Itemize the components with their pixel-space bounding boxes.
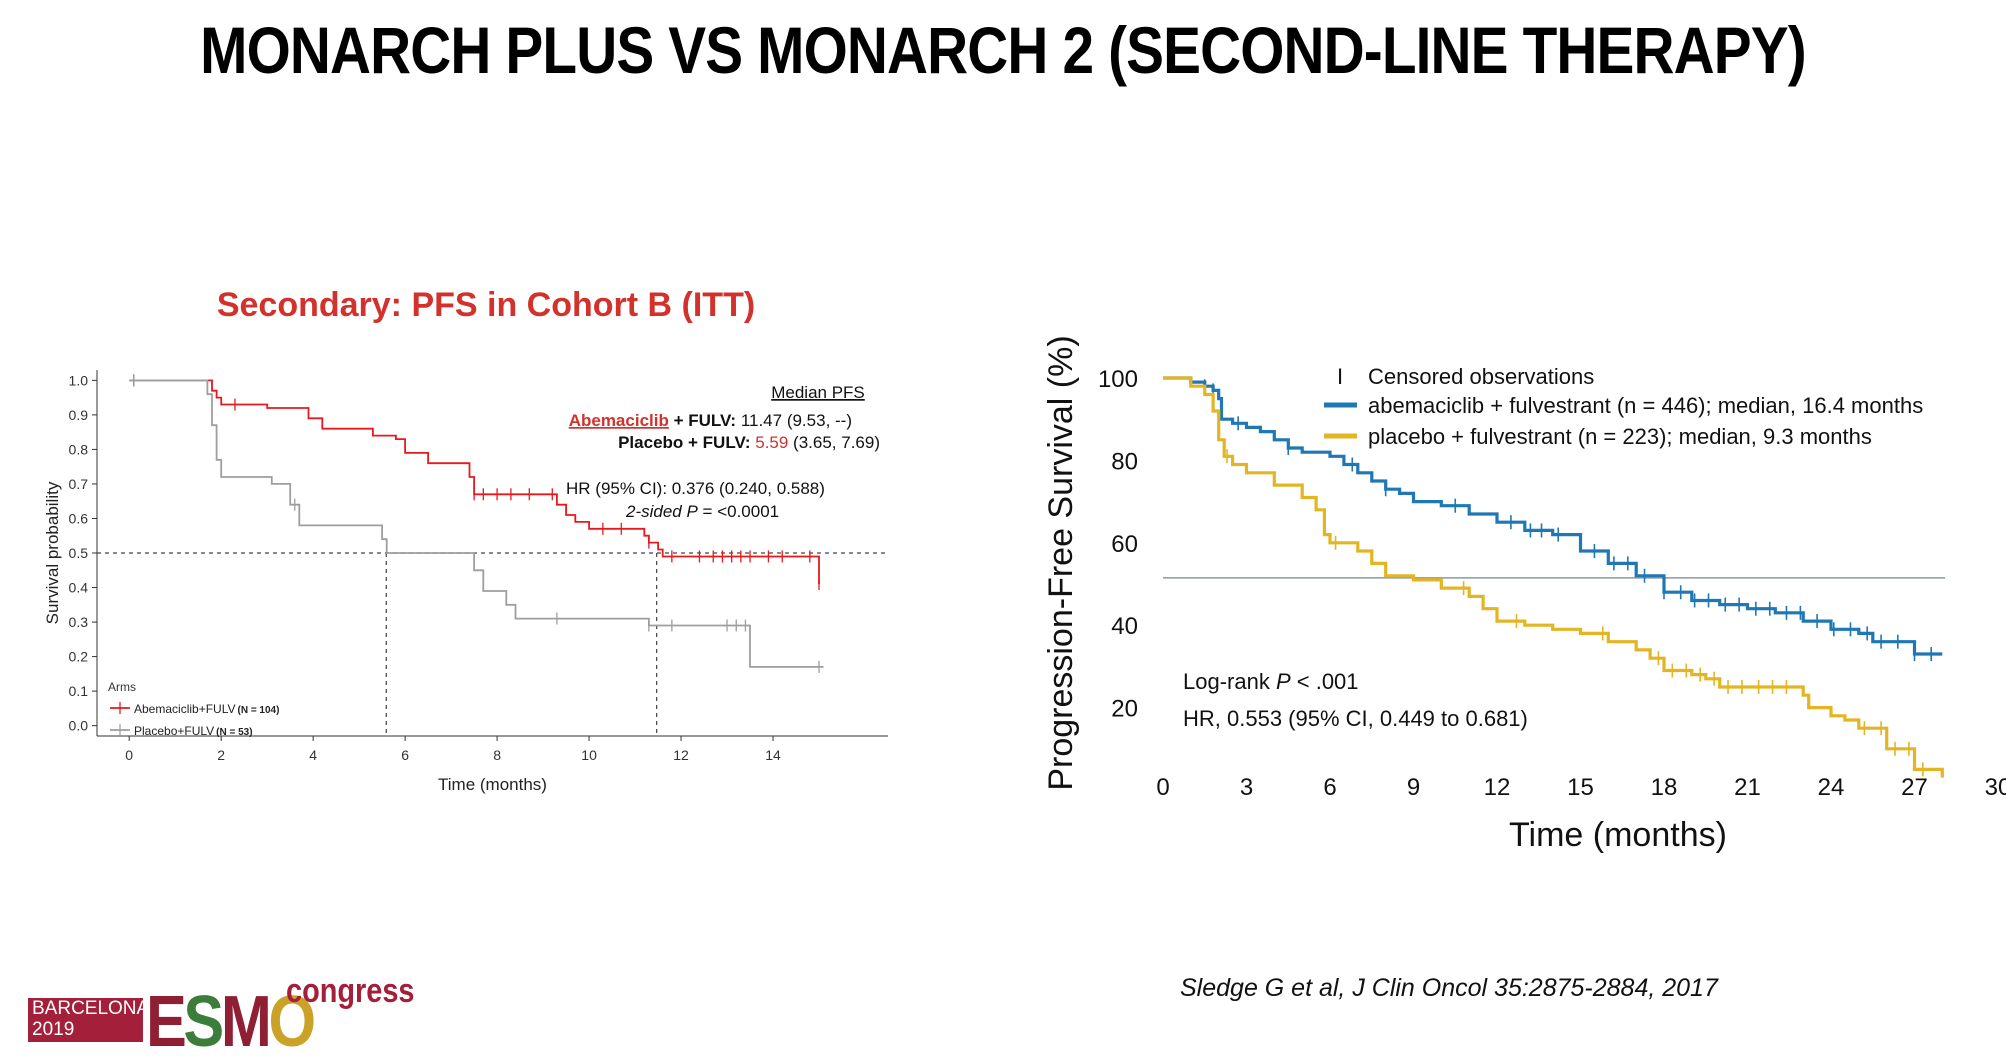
logrank-text: Log-rank P < .001 [1183, 669, 1359, 694]
logrank-value: < .001 [1291, 669, 1359, 694]
median-value: 11.47 (9.53, --) [741, 411, 852, 430]
hazard-ratio: HR, 0.553 (95% CI, 0.449 to 0.681) [1183, 706, 1528, 731]
legend-censor-label: Censored observations [1368, 364, 1594, 389]
logo-letter: O [268, 982, 316, 1062]
x-tick-label: 3 [1240, 774, 1253, 801]
y-tick-label: 0.7 [69, 476, 89, 492]
y-tick-label: 0.2 [69, 649, 89, 665]
drug-name: Abemaciclib [569, 411, 669, 430]
legend-label: abemaciclib + fulvestrant (n = 446); med… [1368, 393, 1923, 418]
y-tick-label: 60 [1111, 531, 1138, 558]
hazard-ratio: HR (95% CI): 0.376 (0.240, 0.588) [566, 479, 825, 498]
y-tick-label: 20 [1111, 696, 1138, 723]
censor-symbol: I [1337, 364, 1343, 389]
legend-label: Abemaciclib+FULV (N = 104) [134, 702, 279, 716]
p-number: = <0.0001 [698, 502, 779, 521]
x-tick-label: 12 [673, 747, 689, 763]
median-abema-line: Abemaciclib + FULV: 11.47 (9.53, --) [569, 411, 852, 430]
y-axis-label: Survival probability [43, 481, 62, 624]
logo-city: BARCELONA [32, 998, 150, 1019]
y-tick-label: 0.0 [69, 718, 89, 734]
legend-label: Placebo+FULV (N = 53) [134, 724, 253, 738]
y-tick-label: 0.5 [69, 545, 89, 561]
p-value: 2-sided P = <0.0001 [625, 502, 779, 521]
y-tick-label: 80 [1111, 448, 1138, 475]
esmo-logo: BARCELONA 2019 ESMO congress [28, 972, 448, 1058]
x-tick-label: 6 [1323, 774, 1336, 801]
x-tick-label: 6 [401, 747, 409, 763]
x-tick-label: 9 [1407, 774, 1420, 801]
legend-arm: Abemaciclib+FULV [134, 702, 235, 716]
logrank-prefix: Log-rank [1183, 669, 1276, 694]
p-label: 2-sided P [625, 502, 698, 521]
x-tick-label: 24 [1818, 774, 1845, 801]
logo-year: 2019 [32, 1019, 75, 1040]
arm-name: + FULV: [669, 411, 741, 430]
y-tick-label: 40 [1111, 613, 1138, 640]
y-axis-label: Progression-Free Survival (%) [1042, 335, 1080, 790]
x-tick-label: 12 [1484, 774, 1511, 801]
x-tick-label: 2 [217, 747, 225, 763]
median-value: 5.59 [755, 433, 788, 452]
x-tick-label: 4 [309, 747, 317, 763]
slide-title: MONARCH PLUS VS MONARCH 2 (SECOND-LINE T… [200, 13, 1807, 87]
x-tick-label: 15 [1567, 774, 1594, 801]
x-tick-label: 14 [765, 747, 781, 763]
logo-letter: E [146, 982, 187, 1062]
x-axis-label: Time (months) [438, 775, 547, 794]
x-axis-label: Time (months) [1509, 816, 1727, 854]
y-tick-label: 0.8 [69, 441, 89, 457]
x-tick-label: 27 [1901, 774, 1928, 801]
median-pfs-header: Median PFS [771, 383, 865, 402]
y-tick-label: 0.1 [69, 683, 89, 699]
logo-city-block: BARCELONA 2019 [28, 998, 150, 1042]
y-tick-label: 1.0 [69, 372, 89, 388]
x-tick-label: 0 [125, 747, 133, 763]
logo-esmo: ESMO [146, 986, 316, 1058]
x-tick-label: 21 [1734, 774, 1761, 801]
arm-name: Placebo + FULV: [618, 433, 755, 452]
km-curve [1163, 376, 1944, 778]
y-tick-label: 0.3 [69, 614, 89, 630]
logrank-p: P [1276, 669, 1291, 694]
x-tick-label: 18 [1651, 774, 1678, 801]
median-placebo-line: Placebo + FULV: 5.59 (3.65, 7.69) [618, 433, 880, 452]
median-ci: (3.65, 7.69) [788, 433, 880, 452]
legend-n: (N = 104) [237, 705, 279, 716]
km-curve [129, 379, 824, 668]
km-curve [1163, 376, 1943, 656]
y-tick-label: 0.9 [69, 407, 89, 423]
logo-congress: congress [286, 972, 415, 1010]
citation: Sledge G et al, J Clin Oncol 35:2875-288… [1180, 974, 1718, 1002]
y-tick-label: 100 [1098, 366, 1138, 393]
logo-letter: S [183, 982, 224, 1062]
x-tick-label: 30 [1985, 774, 2006, 801]
left-chart-title: Secondary: PFS in Cohort B (ITT) [216, 286, 756, 324]
x-tick-label: 10 [581, 747, 597, 763]
y-tick-label: 0.6 [69, 510, 89, 526]
x-tick-label: 0 [1156, 774, 1169, 801]
logo-letter: M [220, 982, 272, 1062]
legend-label: placebo + fulvestrant (n = 223); median,… [1368, 424, 1872, 449]
x-tick-label: 8 [493, 747, 501, 763]
y-tick-label: 0.4 [69, 580, 89, 596]
legend-arm: Placebo+FULV [134, 724, 214, 738]
legend-title: Arms [108, 680, 136, 694]
legend-n: (N = 53) [216, 727, 252, 738]
